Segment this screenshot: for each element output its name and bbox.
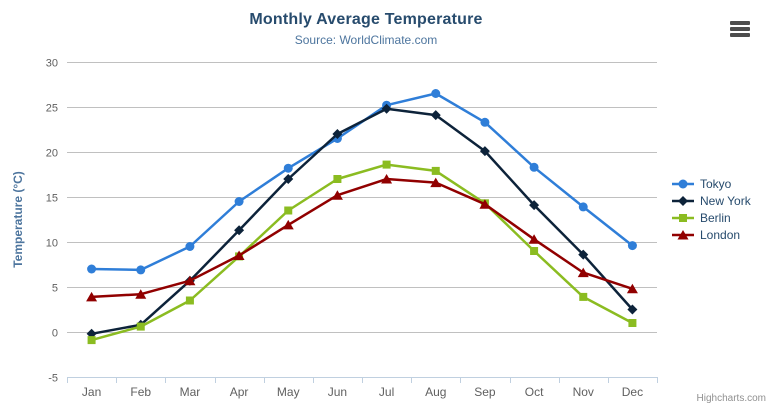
series-tokyo[interactable]: [87, 89, 637, 275]
svg-text:0: 0: [52, 328, 58, 340]
x-axis: [67, 377, 658, 383]
svg-text:Jun: Jun: [328, 385, 347, 399]
legend-item-new-york[interactable]: New York: [671, 192, 751, 209]
svg-text:-5: -5: [48, 373, 58, 385]
legend-label: New York: [700, 193, 751, 208]
legend-item-berlin[interactable]: Berlin: [671, 209, 751, 226]
svg-text:25: 25: [46, 103, 58, 115]
series-new-york[interactable]: [86, 103, 638, 339]
y-axis-labels: -5 0 5 10 15 20 25 30: [46, 58, 58, 385]
svg-text:Apr: Apr: [230, 385, 249, 399]
svg-text:Nov: Nov: [573, 385, 594, 399]
triangle-marker-icon: [672, 229, 694, 239]
svg-text:Dec: Dec: [622, 385, 643, 399]
svg-text:Jul: Jul: [379, 385, 394, 399]
hamburger-menu-icon: [730, 27, 750, 31]
svg-text:Feb: Feb: [130, 385, 151, 399]
circle-marker-icon: [672, 179, 694, 188]
square-marker-icon: [672, 213, 694, 222]
svg-text:Oct: Oct: [525, 385, 544, 399]
svg-text:Sep: Sep: [474, 385, 496, 399]
context-menu-button[interactable]: [730, 21, 750, 37]
x-axis-labels: Jan Feb Mar Apr May Jun Jul Aug Sep Oct Nov Dec: [82, 385, 643, 399]
svg-text:5: 5: [52, 283, 58, 295]
svg-text:Jan: Jan: [82, 385, 101, 399]
svg-text:15: 15: [46, 193, 58, 205]
credits-link[interactable]: Highcharts.com: [696, 393, 766, 404]
legend: Tokyo New York Berlin London: [671, 175, 751, 243]
svg-text:10: 10: [46, 238, 58, 250]
svg-text:May: May: [277, 385, 300, 399]
hamburger-menu-icon: [730, 21, 750, 25]
hamburger-menu-icon: [730, 33, 750, 37]
legend-item-tokyo[interactable]: Tokyo: [671, 175, 751, 192]
diamond-marker-icon: [672, 195, 694, 206]
svg-text:Mar: Mar: [180, 385, 201, 399]
legend-label: London: [700, 227, 741, 242]
legend-label: Berlin: [700, 210, 731, 225]
chart-subtitle: Source: WorldClimate.com: [294, 33, 438, 47]
svg-text:Temperature (°C): Temperature (°C): [11, 171, 25, 268]
legend-item-london[interactable]: London: [671, 226, 751, 243]
svg-text:Aug: Aug: [425, 385, 446, 399]
y-gridlines: [67, 62, 657, 378]
chart-title: Monthly Average Temperature: [249, 11, 483, 28]
svg-text:30: 30: [46, 58, 58, 70]
legend-label: Tokyo: [700, 176, 732, 191]
series-london[interactable]: [86, 174, 638, 302]
svg-text:20: 20: [46, 148, 58, 160]
